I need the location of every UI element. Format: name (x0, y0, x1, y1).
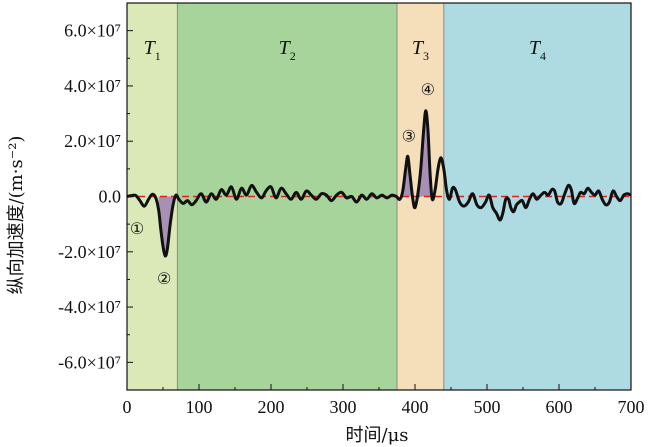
peak-marker-4: ④ (421, 82, 435, 99)
x-tick-label: 100 (186, 397, 213, 417)
y-tick-label: 2.0×10⁷ (64, 131, 121, 151)
x-tick-label: 600 (546, 397, 573, 417)
y-tick-label: 4.0×10⁷ (64, 76, 121, 96)
acceleration-series-line (126, 109, 632, 258)
peak-marker-2: ② (157, 271, 171, 288)
shaded-peak-2 (402, 156, 413, 197)
region-label-subscript: 3 (423, 49, 429, 63)
y-tick-label: 6.0×10⁷ (64, 21, 121, 41)
series-group (126, 109, 632, 258)
y-axis-title: 纵向加速度/(m·s⁻²) (6, 136, 27, 295)
x-tick-label: 200 (258, 397, 285, 417)
y-tick-label: -4.0×10⁷ (58, 297, 121, 317)
y-tick-label: 0.0 (99, 187, 122, 207)
x-axis-title: 时间/μs (346, 425, 409, 446)
y-axis: 6.0×10⁷ 4.0×10⁷ 2.0×10⁷ 0.0 -2.0×10⁷ -4.0×10⁷… (58, 2, 133, 391)
shaded-peak-3 (418, 110, 432, 197)
x-tick-label: 700 (618, 397, 645, 417)
x-tick-label: 400 (402, 397, 429, 417)
x-tick-label: 500 (474, 397, 501, 417)
x-tick-label: 300 (330, 397, 357, 417)
y-tick-label: -2.0×10⁷ (58, 242, 121, 262)
region-label-subscript: 2 (290, 49, 296, 63)
peak-marker-3: ③ (402, 128, 416, 145)
y-tick-label: -6.0×10⁷ (58, 352, 121, 372)
x-axis: 0 100 200 300 400 500 600 700 (123, 384, 645, 417)
region-label-subscript: 1 (155, 49, 161, 63)
region-label-subscript: 4 (540, 49, 546, 63)
x-tick-label: 0 (123, 397, 132, 417)
peak-markers: ① ② ③ ④ (130, 82, 435, 288)
peak-marker-1: ① (130, 221, 144, 238)
